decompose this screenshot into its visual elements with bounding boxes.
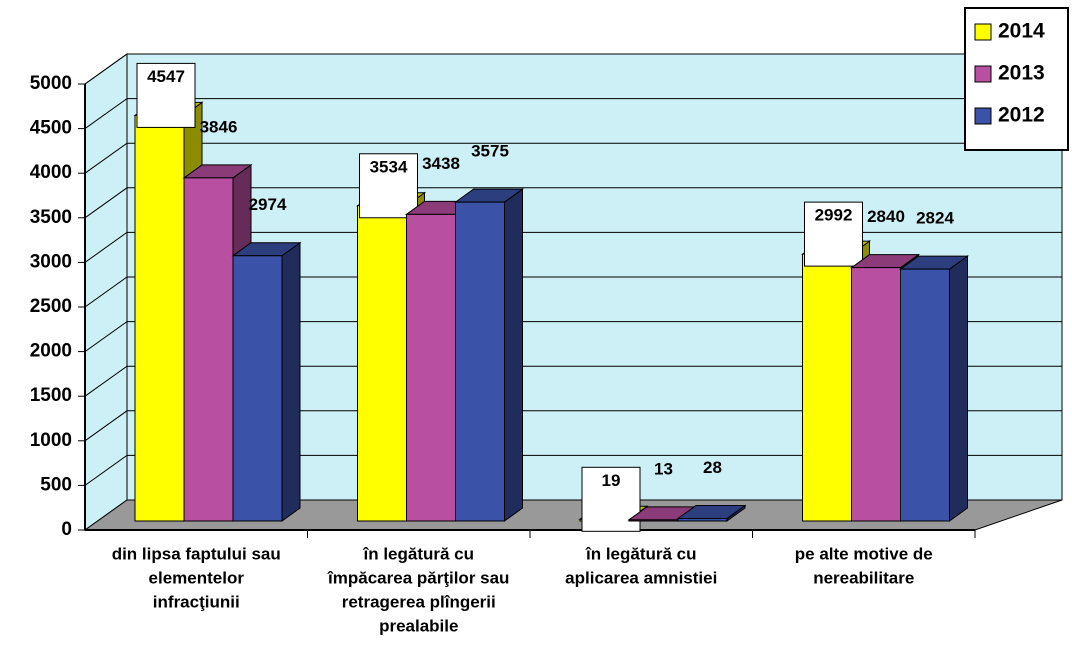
x-tick-label: prealabile xyxy=(379,616,458,635)
bar-face xyxy=(134,114,185,522)
value-label-box xyxy=(804,201,863,267)
x-tick-label: infracţiunii xyxy=(153,592,240,611)
value-label: 2974 xyxy=(249,195,287,214)
value-label: 28 xyxy=(703,458,722,477)
value-label-box xyxy=(136,62,196,128)
y-tick-label: 5000 xyxy=(30,73,72,94)
y-tick-label: 4000 xyxy=(30,162,72,183)
bar-face xyxy=(406,213,456,522)
legend-label: 2013 xyxy=(998,62,1045,85)
legend-swatch xyxy=(974,65,992,83)
x-tick-label: retragerea plîngerii xyxy=(342,592,496,611)
value-label: 4547 xyxy=(147,67,185,86)
value-label: 2824 xyxy=(916,209,954,228)
bar-face xyxy=(232,255,283,522)
x-tick-label: împăcarea părţilor sau xyxy=(327,568,509,587)
grid-line xyxy=(84,142,1062,174)
grid-line xyxy=(84,276,1062,308)
value-label: 2992 xyxy=(815,206,853,225)
grid-line xyxy=(84,231,1062,263)
grid-line xyxy=(84,98,1062,130)
grid-line xyxy=(84,454,1062,486)
bar-face xyxy=(802,253,852,522)
value-label: 2840 xyxy=(867,207,905,226)
value-label: 3438 xyxy=(422,154,460,173)
bar-face xyxy=(504,188,523,522)
bar xyxy=(453,188,525,522)
bar xyxy=(898,255,970,522)
x-tick-label: elementelor xyxy=(149,568,245,587)
x-tick-label: pe alte motive de xyxy=(795,544,933,563)
grid-line xyxy=(84,187,1062,219)
bar-face xyxy=(949,255,968,522)
legend-swatch xyxy=(974,107,992,125)
bar xyxy=(231,241,302,522)
x-tick-label: nereabilitare xyxy=(813,568,914,587)
y-tick-label: 2000 xyxy=(30,341,72,362)
grid-line xyxy=(84,53,1062,85)
grid-line xyxy=(84,410,1062,442)
bar-face xyxy=(455,201,505,522)
bar-face xyxy=(281,241,301,522)
value-label: 19 xyxy=(602,471,621,490)
y-tick-label: 0 xyxy=(61,519,72,540)
value-label-box xyxy=(359,153,418,219)
legend-swatch xyxy=(974,23,992,41)
y-tick-label: 3000 xyxy=(30,251,72,272)
x-tick-label: din lipsa faptului sau xyxy=(112,544,281,563)
value-label: 3534 xyxy=(370,157,408,176)
bar xyxy=(676,504,747,522)
bar-face xyxy=(677,518,728,522)
grid-line xyxy=(84,321,1062,353)
y-tick-label: 4500 xyxy=(30,118,72,139)
legend-label: 2014 xyxy=(998,20,1045,43)
legend-label: 2012 xyxy=(998,104,1045,127)
value-label: 3846 xyxy=(200,117,238,136)
y-tick-label: 1500 xyxy=(30,385,72,406)
value-label: 13 xyxy=(654,459,673,478)
bar-face xyxy=(628,519,679,522)
x-tick-label: în legătură cu xyxy=(585,544,697,563)
y-tick-label: 2500 xyxy=(30,296,72,317)
grid-line xyxy=(84,365,1062,397)
value-label: 3575 xyxy=(471,142,509,161)
y-tick-label: 500 xyxy=(40,474,72,495)
x-tick-label: în legătură cu xyxy=(362,544,474,563)
x-tick-label: aplicarea amnistiei xyxy=(565,568,717,587)
bar-face xyxy=(357,205,407,522)
bar-face xyxy=(183,177,234,522)
bar-face xyxy=(900,268,950,522)
y-tick-label: 3500 xyxy=(30,207,72,228)
bar-face xyxy=(851,267,901,522)
y-tick-label: 1000 xyxy=(30,430,72,451)
